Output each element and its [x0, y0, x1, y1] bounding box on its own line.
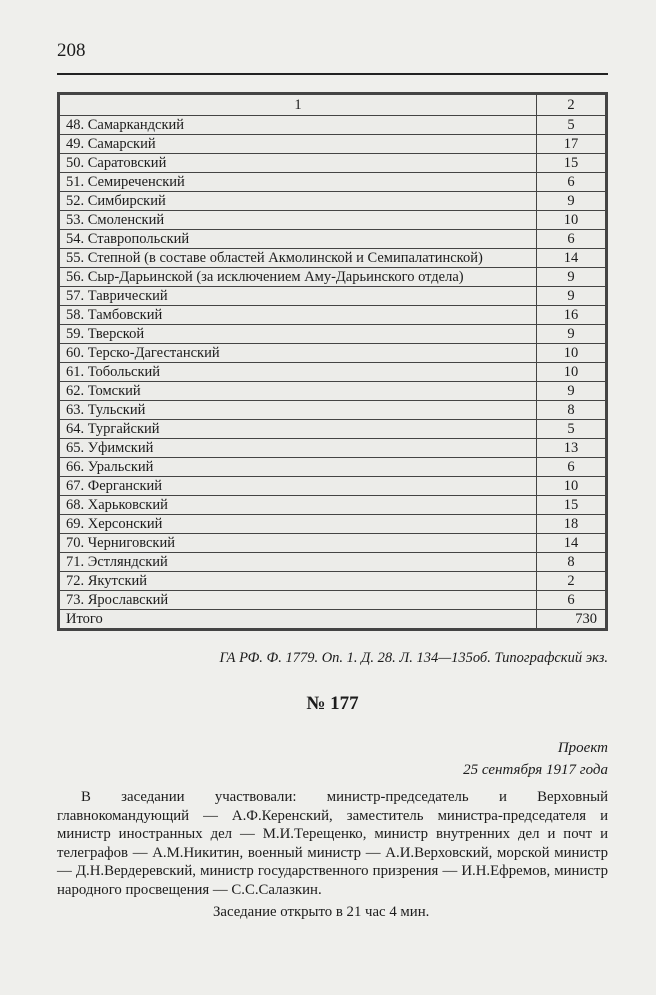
- table-row: 67. Ферганский 10: [58, 476, 607, 496]
- table-cell-name: 53. Смоленский: [58, 210, 537, 230]
- districts-table: 1 2 48. Самаркандский 5 49. Самарский 17 50.…: [57, 92, 608, 631]
- table-row: 68. Харьковский 15: [58, 495, 607, 515]
- table-cell-name: Итого: [58, 609, 537, 630]
- table-cell-name: 72. Якутский: [58, 571, 537, 591]
- table-row: 52. Симбирский 9: [58, 191, 607, 211]
- table-cell-value: 10: [536, 362, 607, 382]
- table-row: 58. Тамбовский 16: [58, 305, 607, 325]
- table-cell-name: 63. Тульский: [58, 400, 537, 420]
- table-cell-name: 66. Уральский: [58, 457, 537, 477]
- participants-paragraph: В заседании участвовали: министр-председ…: [57, 789, 608, 898]
- table-cell-value: 10: [536, 476, 607, 496]
- table-cell-value: 5: [536, 419, 607, 439]
- page-number: 208: [57, 40, 86, 61]
- table-cell-value: 9: [536, 267, 607, 287]
- table-cell-value: 14: [536, 248, 607, 268]
- table-cell-value: 15: [536, 495, 607, 515]
- table-row: 60. Терско-Дагестанский 10: [58, 343, 607, 363]
- table-cell-name: 50. Саратовский: [58, 153, 537, 173]
- document-date: 25 сентября 1917 года: [463, 762, 608, 778]
- table-cell-value: 6: [536, 229, 607, 249]
- table-cell-name: 54. Ставропольский: [58, 229, 537, 249]
- table-cell-name: 71. Эстляндский: [58, 552, 537, 572]
- table-row: 70. Черниговский 14: [58, 533, 607, 553]
- table-cell-name: 69. Херсонский: [58, 514, 537, 534]
- table-cell-name: 62. Томский: [58, 381, 537, 401]
- table-cell-name: 51. Семиреченский: [58, 172, 537, 192]
- column-header: 2: [536, 93, 607, 116]
- table-cell-value: 5: [536, 115, 607, 135]
- table-row: 48. Самаркандский 5: [58, 115, 607, 135]
- table-cell-value: 9: [536, 286, 607, 306]
- header-rule: [57, 73, 608, 75]
- table-row: 50. Саратовский 15: [58, 153, 607, 173]
- table-row: 63. Тульский 8: [58, 400, 607, 420]
- table-row: 51. Семиреченский 6: [58, 172, 607, 192]
- table-cell-name: 68. Харьковский: [58, 495, 537, 515]
- table-row: 71. Эстляндский 8: [58, 552, 607, 572]
- table-cell-value: 730: [536, 609, 607, 630]
- table-row: 53. Смоленский 10: [58, 210, 607, 230]
- table-cell-name: 60. Терско-Дагестанский: [58, 343, 537, 363]
- table-total-row: Итого 730: [58, 609, 607, 630]
- table-cell-value: 10: [536, 343, 607, 363]
- table-cell-value: 9: [536, 324, 607, 344]
- table-cell-value: 14: [536, 533, 607, 553]
- table-row: 62. Томский 9: [58, 381, 607, 401]
- table-cell-value: 6: [536, 172, 607, 192]
- table-cell-value: 6: [536, 590, 607, 610]
- table-cell-name: 64. Тургайский: [58, 419, 537, 439]
- table-row: 69. Херсонский 18: [58, 514, 607, 534]
- table-row: 73. Ярославский 6: [58, 590, 607, 610]
- page-body: 1 2 48. Самаркандский 5 49. Самарский 17 50.…: [57, 92, 608, 922]
- table-cell-name: 52. Симбирский: [58, 191, 537, 211]
- table-row: 72. Якутский 2: [58, 571, 607, 591]
- table-cell-name: 61. Тобольский: [58, 362, 537, 382]
- table-cell-value: 13: [536, 438, 607, 458]
- table-cell-name: 58. Тамбовский: [58, 305, 537, 325]
- table-cell-name: 59. Тверской: [58, 324, 537, 344]
- table-cell-name: 56. Сыр-Дарьинской (за исключением Аму-Д…: [58, 267, 537, 287]
- table-cell-value: 9: [536, 381, 607, 401]
- table-cell-name: 67. Ферганский: [58, 476, 537, 496]
- table-cell-name: 65. Уфимский: [58, 438, 537, 458]
- table-row: 65. Уфимский 13: [58, 438, 607, 458]
- table-row: 49. Самарский 17: [58, 134, 607, 154]
- table-cell-name: 70. Черниговский: [58, 533, 537, 553]
- table-cell-name: 49. Самарский: [58, 134, 537, 154]
- table-row: 56. Сыр-Дарьинской (за исключением Аму-Д…: [58, 267, 607, 287]
- session-opened: Заседание открыто в 21 час 4 мин.: [213, 904, 430, 920]
- table-cell-value: 16: [536, 305, 607, 325]
- table-cell-value: 9: [536, 191, 607, 211]
- table-cell-name: 48. Самаркандский: [58, 115, 537, 135]
- table-row: 55. Степной (в составе областей Акмолинс…: [58, 248, 607, 268]
- table-cell-value: 6: [536, 457, 607, 477]
- table-row: 57. Таврический 9: [58, 286, 607, 306]
- table-row: 54. Ставропольский 6: [58, 229, 607, 249]
- table-row: 66. Уральский 6: [58, 457, 607, 477]
- table-cell-value: 2: [536, 571, 607, 591]
- table-cell-value: 8: [536, 400, 607, 420]
- table-cell-value: 17: [536, 134, 607, 154]
- table-cell-value: 10: [536, 210, 607, 230]
- table-row: 64. Тургайский 5: [58, 419, 607, 439]
- table-cell-value: 8: [536, 552, 607, 572]
- column-header: 1: [58, 93, 537, 116]
- table-row: 59. Тверской 9: [58, 324, 607, 344]
- archive-source: ГА РФ. Ф. 1779. Оп. 1. Д. 28. Л. 134—135…: [219, 650, 608, 666]
- table-header-row: 1 2: [58, 93, 607, 116]
- document-number: № 177: [306, 693, 359, 714]
- document-status: Проект: [557, 740, 608, 756]
- table-cell-value: 15: [536, 153, 607, 173]
- table-cell-name: 55. Степной (в составе областей Акмолинс…: [58, 248, 537, 268]
- table-cell-name: 57. Таврический: [58, 286, 537, 306]
- table-cell-value: 18: [536, 514, 607, 534]
- table-cell-name: 73. Ярославский: [58, 590, 537, 610]
- table-row: 61. Тобольский 10: [58, 362, 607, 382]
